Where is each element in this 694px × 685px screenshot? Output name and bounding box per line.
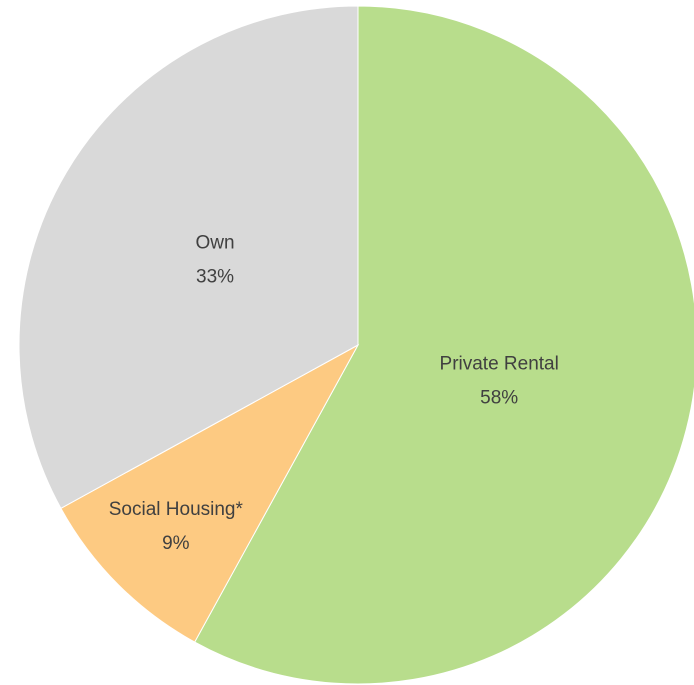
slice-value-label: 9% bbox=[162, 533, 190, 554]
pie-slice bbox=[60, 343, 360, 643]
slice-value-label: 58% bbox=[480, 387, 518, 408]
slice-value-label: 33% bbox=[196, 266, 234, 287]
slice-label: Private Rental bbox=[440, 353, 559, 374]
slice-label: Social Housing* bbox=[109, 499, 244, 520]
pie-slice bbox=[18, 5, 359, 509]
pie-slice bbox=[194, 5, 694, 685]
slice-label: Own bbox=[195, 232, 234, 253]
